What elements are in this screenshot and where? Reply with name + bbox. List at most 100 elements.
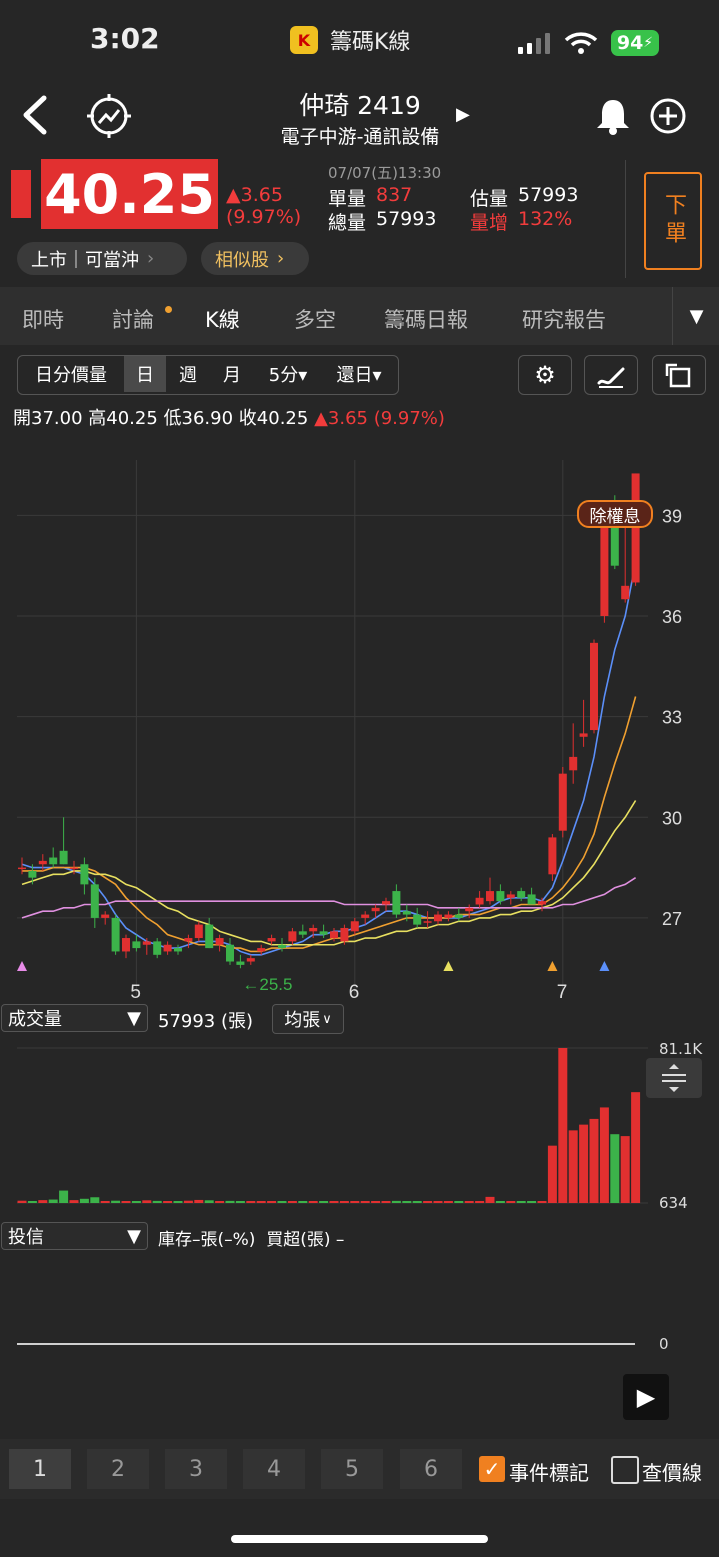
trend-target-icon[interactable] [86,93,132,139]
volume-bar [59,1190,69,1203]
draw-pen-icon[interactable] [584,355,638,395]
volume-bar [173,1201,183,1203]
candlestick-chart[interactable]: 39 36 33 30 27 5 6 7 ←25.5 [0,440,719,1005]
add-icon[interactable] [648,96,688,136]
volume-bar [516,1201,526,1203]
rotate-screen-icon[interactable] [652,355,706,395]
volume-bar [568,1130,578,1203]
quote-datetime: 07/07(五)13:30 [328,164,442,182]
price-indicator-bar [11,170,31,218]
adjust-selector[interactable]: 還日▾ [336,365,382,386]
period-5min[interactable]: 5分▾ [268,365,308,386]
volume-bar [79,1198,89,1203]
low-label: 低 [163,408,182,429]
candle-body [413,914,422,925]
candle-body [111,917,120,952]
candle-body [392,891,401,915]
period-selector: 日分價量 日 週 月 5分▾ 還日▾ [17,355,399,395]
chevron-right-icon: › [147,248,155,269]
volume-bar [620,1136,630,1203]
tab-kline[interactable]: K線 [205,308,240,332]
status-app-name: 籌碼K線 [330,30,411,55]
resize-panel-icon[interactable] [646,1058,702,1098]
volume-bar [631,1092,641,1203]
candle-body [402,911,411,915]
candle-body [527,894,536,905]
candle-body [361,914,370,918]
period-day[interactable]: 日 [124,356,166,392]
volume-chart[interactable] [0,1035,719,1215]
market-tag[interactable]: 上市｜可當沖 › [17,242,187,275]
candle-body [454,914,463,918]
candle-body [434,914,442,922]
page-button-1[interactable]: 1 [9,1449,71,1489]
volume-bar [225,1200,235,1203]
similar-tag-label: 相似股 [215,249,269,271]
candle-body [153,941,162,955]
volume-bar [412,1201,422,1203]
volume-bar [610,1134,620,1203]
candle-body [340,927,349,942]
page-button-6[interactable]: 6 [400,1449,462,1489]
volume-bar [589,1118,599,1203]
candle-body [475,897,484,905]
candle-body [101,914,110,918]
volume-bar [381,1201,391,1203]
page-button-2[interactable]: 2 [87,1449,149,1489]
tab-chip-report[interactable]: 籌碼日報 [384,308,468,332]
vol-increase-label: 量增 [470,212,509,234]
page-button-5[interactable]: 5 [321,1449,383,1489]
page-button-4[interactable]: 4 [243,1449,305,1489]
volume-bar [433,1201,443,1203]
price-change: ▲3.65 [226,184,283,206]
play-icon[interactable]: ▶ [623,1374,669,1420]
period-month[interactable]: 月 [223,365,241,386]
open-value: 37.00 [31,408,83,429]
tab-discussion[interactable]: 討論 [112,308,154,332]
volume-bar [246,1201,256,1203]
tab-research-report[interactable]: 研究報告 [522,308,606,332]
tab-long-short[interactable]: 多空 [294,308,336,332]
back-icon[interactable] [20,94,50,136]
volume-bar [235,1201,245,1203]
volume-bar [391,1200,401,1203]
period-week[interactable]: 週 [179,365,197,386]
candle-body [122,938,130,952]
tab-realtime[interactable]: 即時 [22,308,64,332]
volume-indicator-select[interactable]: 成交量 ▼ [1,1004,148,1032]
signal-icon [518,32,550,54]
bell-icon[interactable] [594,96,632,136]
volume-value: 57993 (張) [158,1011,254,1032]
price-line-checkbox[interactable] [611,1456,639,1484]
page-button-3[interactable]: 3 [165,1449,227,1489]
volume-bar [350,1201,360,1203]
dropdown-arrow-icon: ▼ [127,1225,141,1247]
event-mark-checkbox[interactable]: ✓ [479,1456,505,1482]
candle-body [80,864,89,885]
event-mark-label: 事件標記 [509,1461,589,1485]
candle-body [600,512,609,617]
candle-body [569,756,578,771]
volume-bar [111,1200,121,1203]
investor-indicator-select[interactable]: 投信 ▼ [1,1222,148,1250]
volume-bar [454,1201,464,1203]
candle-body [236,961,245,965]
order-button[interactable]: 下單 [644,172,702,270]
settings-icon[interactable]: ⚙ [518,355,572,395]
volume-bar [183,1200,193,1203]
candle-body [371,907,380,912]
period-intraday[interactable]: 日分價量 [35,365,107,386]
similar-stocks-tag[interactable]: 相似股 › [201,242,309,275]
candle-body [90,884,99,918]
volume-unit-select[interactable]: 均張 ∨ [272,1004,344,1034]
candle-body [382,901,390,905]
volume-indicator-label: 成交量 [8,1009,62,1030]
next-stock-icon[interactable]: ▶ [456,104,470,125]
volume-bar [131,1201,141,1203]
zero-line [17,1343,635,1345]
volume-bar [194,1199,204,1203]
volume-bar [579,1124,589,1203]
ex-dividend-badge[interactable]: 除權息 [577,500,653,528]
volume-bar [485,1196,495,1203]
tabs-dropdown-icon[interactable]: ▼ [672,287,719,345]
